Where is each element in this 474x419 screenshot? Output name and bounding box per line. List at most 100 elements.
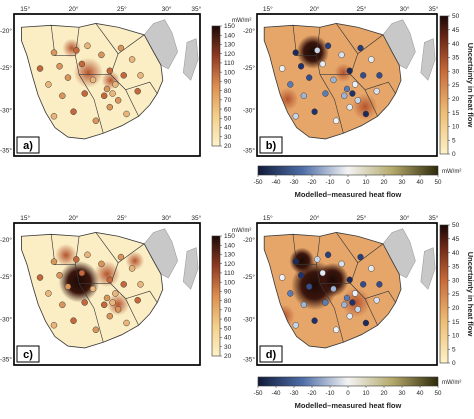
station-marker bbox=[109, 90, 116, 97]
station-marker bbox=[114, 97, 122, 104]
station-marker bbox=[319, 60, 326, 68]
lat-tick-label: -20° bbox=[243, 236, 255, 244]
station-marker bbox=[123, 319, 130, 327]
station-marker bbox=[346, 276, 353, 284]
colorbar-tick-label: -50 bbox=[254, 179, 264, 186]
lon-tick-label: 30° bbox=[400, 214, 410, 222]
station-marker bbox=[117, 253, 125, 261]
station-marker bbox=[279, 274, 286, 281]
madagascar-land bbox=[420, 247, 436, 290]
colorbar-tick-label: 50 bbox=[435, 179, 442, 186]
station-marker bbox=[81, 299, 88, 306]
station-marker bbox=[117, 44, 125, 52]
station-marker bbox=[319, 269, 326, 277]
colorbar-tick-label: 150 bbox=[224, 233, 235, 240]
colorbar-tick-label: 120 bbox=[224, 261, 235, 268]
colorbar-tick-label: 140 bbox=[224, 32, 235, 39]
map-panel: 15° 20° 25° 30° 35° -20° -25° -30° -35° b) bbox=[243, 5, 439, 157]
colorbar-tick-label: 40 bbox=[224, 335, 232, 342]
station-marker bbox=[292, 112, 299, 120]
lon-tick-label: 30° bbox=[162, 5, 172, 13]
country-border bbox=[125, 290, 158, 303]
station-marker bbox=[292, 321, 299, 329]
map-content bbox=[13, 13, 201, 157]
colorbar-tick-label: 0 bbox=[346, 390, 350, 397]
station-marker bbox=[300, 301, 307, 309]
colorbar-tick-label: -20 bbox=[308, 390, 318, 397]
station-marker bbox=[92, 326, 100, 334]
lat-tick-label: -25° bbox=[0, 273, 12, 281]
colorbar-tick-label: 40 bbox=[417, 179, 424, 186]
colorbar-tick-label: 150 bbox=[224, 23, 235, 30]
country-border bbox=[75, 264, 104, 343]
colorbar-tick-label: 50 bbox=[224, 116, 232, 123]
station-marker bbox=[306, 283, 313, 290]
panel-letter: b) bbox=[266, 140, 277, 152]
panel-letter-box: c) bbox=[16, 345, 40, 363]
country-border bbox=[125, 81, 158, 94]
colorbar-tick-label: 30 bbox=[224, 134, 232, 141]
country-border bbox=[364, 81, 396, 94]
country-border bbox=[50, 25, 80, 56]
map-frame bbox=[256, 13, 438, 157]
colorbar-tick-label: 90 bbox=[224, 289, 232, 296]
station-marker bbox=[341, 92, 348, 100]
country-border bbox=[95, 23, 119, 54]
colorbar-tick-label: 60 bbox=[224, 106, 232, 113]
station-marker bbox=[56, 271, 63, 279]
colorbar-tick-label: 10 bbox=[363, 390, 370, 397]
station-marker bbox=[109, 299, 116, 306]
uncertainty-anomaly bbox=[341, 287, 371, 318]
colorbar-tick-label: 30 bbox=[452, 277, 460, 284]
lat-tick-label: -25° bbox=[243, 273, 255, 281]
panel-letter-bg bbox=[259, 345, 283, 363]
colorbar-tick-label: 0 bbox=[452, 151, 456, 158]
station-marker bbox=[368, 56, 375, 63]
station-marker bbox=[360, 72, 367, 79]
colorbar-tick-label: 120 bbox=[224, 51, 235, 58]
colorbar-tick-label: 35 bbox=[452, 264, 460, 271]
colorbar-tick-label: 35 bbox=[452, 55, 460, 62]
colorbar-tick-label: 40 bbox=[224, 125, 232, 132]
colorbar-tick-label: 100 bbox=[224, 69, 235, 76]
station-marker bbox=[106, 67, 113, 75]
colorbar-tick-label: -40 bbox=[272, 390, 282, 397]
station-marker bbox=[112, 81, 119, 88]
station-marker bbox=[306, 74, 313, 81]
colorbar-tick-label: 70 bbox=[224, 97, 232, 104]
colorbar-gradient bbox=[439, 224, 449, 364]
station-marker bbox=[70, 317, 77, 324]
colorbar-tick-label: 0 bbox=[346, 179, 350, 186]
station-marker bbox=[98, 260, 105, 268]
lon-tick-label: 25° bbox=[117, 5, 127, 13]
station-marker bbox=[45, 81, 52, 88]
colorbar-tick-label: 10 bbox=[363, 179, 370, 186]
colorbar-tick-label: 130 bbox=[224, 42, 235, 49]
country-border bbox=[50, 234, 80, 265]
station-marker bbox=[120, 281, 127, 288]
lat-tick-label: -30° bbox=[243, 107, 255, 115]
country-border bbox=[335, 23, 359, 54]
lon-tick-label: 20° bbox=[69, 214, 79, 222]
station-marker bbox=[322, 299, 329, 306]
map-content bbox=[13, 222, 201, 366]
colorbar-tick-label: 30 bbox=[224, 344, 232, 351]
station-marker bbox=[349, 90, 356, 97]
colorbar-tick-label: 110 bbox=[224, 270, 235, 277]
colorbar-tick-label: 25 bbox=[452, 82, 460, 89]
station-marker bbox=[36, 65, 44, 72]
colorbar-unit: mW/m² bbox=[442, 169, 461, 175]
colorbar-tick-label: 20 bbox=[381, 390, 388, 397]
country-border bbox=[292, 25, 321, 56]
colorbar-tick-label: -20 bbox=[308, 179, 318, 186]
map-panel: 15° 20° 25° 30° 35° -20° -25° -30° -35° c) bbox=[0, 214, 202, 366]
station-marker bbox=[357, 44, 364, 52]
lon-tick-label: 15° bbox=[20, 214, 30, 222]
station-marker bbox=[106, 312, 113, 320]
station-marker bbox=[81, 90, 88, 97]
station-marker bbox=[112, 290, 119, 297]
lat-tick-label: -25° bbox=[243, 64, 255, 72]
colorbar-label: Uncertainty in heat flow bbox=[466, 43, 474, 128]
